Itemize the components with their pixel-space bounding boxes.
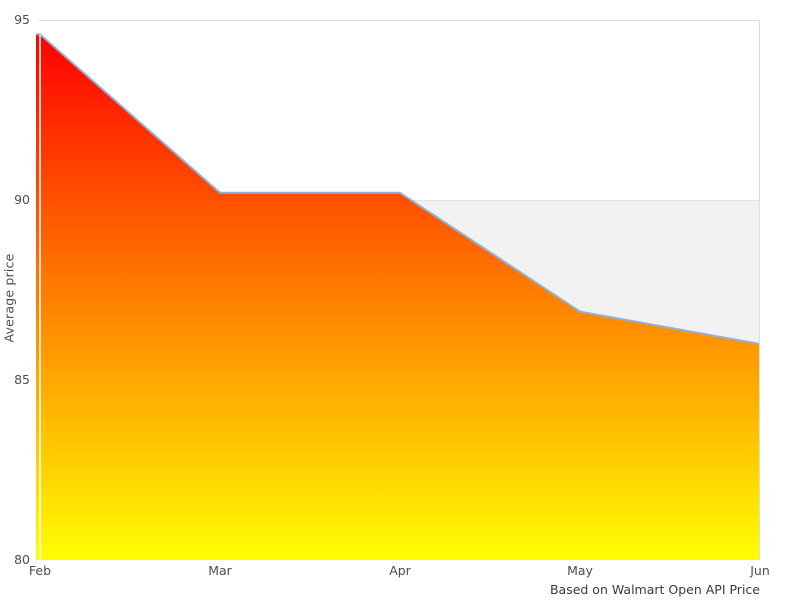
y-tick-label: 80 xyxy=(14,552,30,567)
y-axis-title: Average price xyxy=(1,253,17,343)
x-tick-label: Apr xyxy=(389,563,411,578)
x-tick-label: Mar xyxy=(208,563,232,578)
y-tick-label: 95 xyxy=(14,12,30,27)
chart-canvas xyxy=(36,20,760,560)
chart-caption: Based on Walmart Open API Price xyxy=(549,582,760,597)
x-tick-label: May xyxy=(567,563,593,578)
plot-area[interactable] xyxy=(36,20,760,560)
x-tick-label: Jun xyxy=(750,563,770,578)
y-tick-label: 90 xyxy=(14,192,30,207)
price-line xyxy=(36,33,760,345)
x-tick-label: Feb xyxy=(28,563,52,578)
y-tick-label: 85 xyxy=(14,372,30,387)
price-area-series xyxy=(36,34,760,560)
